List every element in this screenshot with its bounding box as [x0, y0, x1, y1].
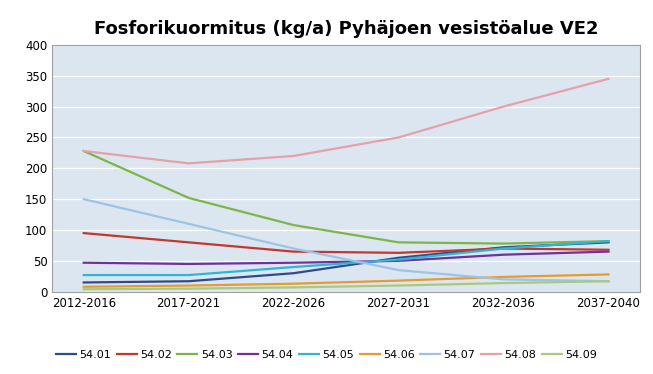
54.02: [605, 248, 613, 252]
54.02: [394, 251, 402, 255]
54.03: [394, 240, 402, 245]
54.03: [80, 149, 88, 153]
54.09: [185, 286, 193, 291]
54.04: [185, 262, 193, 266]
54.03: [500, 241, 507, 246]
54.07: [394, 268, 402, 272]
54.08: [500, 104, 507, 109]
Line: 54.04: 54.04: [84, 252, 609, 264]
54.09: [605, 279, 613, 283]
54.06: [185, 283, 193, 288]
54.06: [80, 285, 88, 289]
54.01: [80, 280, 88, 285]
54.01: [394, 255, 402, 260]
54.05: [290, 265, 298, 269]
54.01: [500, 245, 507, 249]
Line: 54.05: 54.05: [84, 241, 609, 275]
54.08: [185, 161, 193, 166]
54.05: [500, 246, 507, 251]
54.09: [290, 285, 298, 289]
54.02: [290, 249, 298, 254]
Line: 54.02: 54.02: [84, 233, 609, 253]
Line: 54.07: 54.07: [84, 199, 609, 281]
54.06: [394, 278, 402, 283]
54.04: [394, 259, 402, 263]
54.05: [394, 257, 402, 262]
54.03: [290, 223, 298, 227]
54.05: [605, 239, 613, 243]
54.09: [500, 281, 507, 285]
54.01: [185, 279, 193, 283]
54.08: [605, 77, 613, 81]
54.05: [185, 273, 193, 277]
54.07: [80, 197, 88, 201]
54.07: [605, 279, 613, 283]
54.02: [185, 240, 193, 245]
54.04: [500, 252, 507, 257]
54.06: [500, 275, 507, 279]
Line: 54.01: 54.01: [84, 242, 609, 282]
54.03: [185, 196, 193, 200]
54.04: [80, 260, 88, 265]
54.09: [394, 283, 402, 288]
Line: 54.03: 54.03: [84, 151, 609, 243]
54.05: [80, 273, 88, 277]
Title: Fosforikuormitus (kg/a) Pyhäjoen vesistöalue VE2: Fosforikuormitus (kg/a) Pyhäjoen vesistö…: [94, 20, 598, 38]
Line: 54.09: 54.09: [84, 281, 609, 289]
54.07: [185, 221, 193, 226]
54.08: [80, 149, 88, 153]
54.08: [290, 154, 298, 158]
54.02: [500, 246, 507, 251]
54.09: [80, 287, 88, 291]
54.04: [605, 249, 613, 254]
54.04: [290, 260, 298, 265]
54.08: [394, 135, 402, 140]
Line: 54.08: 54.08: [84, 79, 609, 163]
Legend: 54.01, 54.02, 54.03, 54.04, 54.05, 54.06, 54.07, 54.08, 54.09: 54.01, 54.02, 54.03, 54.04, 54.05, 54.06…: [52, 346, 601, 365]
54.02: [80, 231, 88, 235]
54.06: [605, 272, 613, 277]
Line: 54.06: 54.06: [84, 275, 609, 287]
54.07: [290, 246, 298, 251]
54.01: [605, 240, 613, 245]
54.03: [605, 239, 613, 243]
54.06: [290, 282, 298, 286]
54.07: [500, 277, 507, 282]
54.01: [290, 271, 298, 275]
